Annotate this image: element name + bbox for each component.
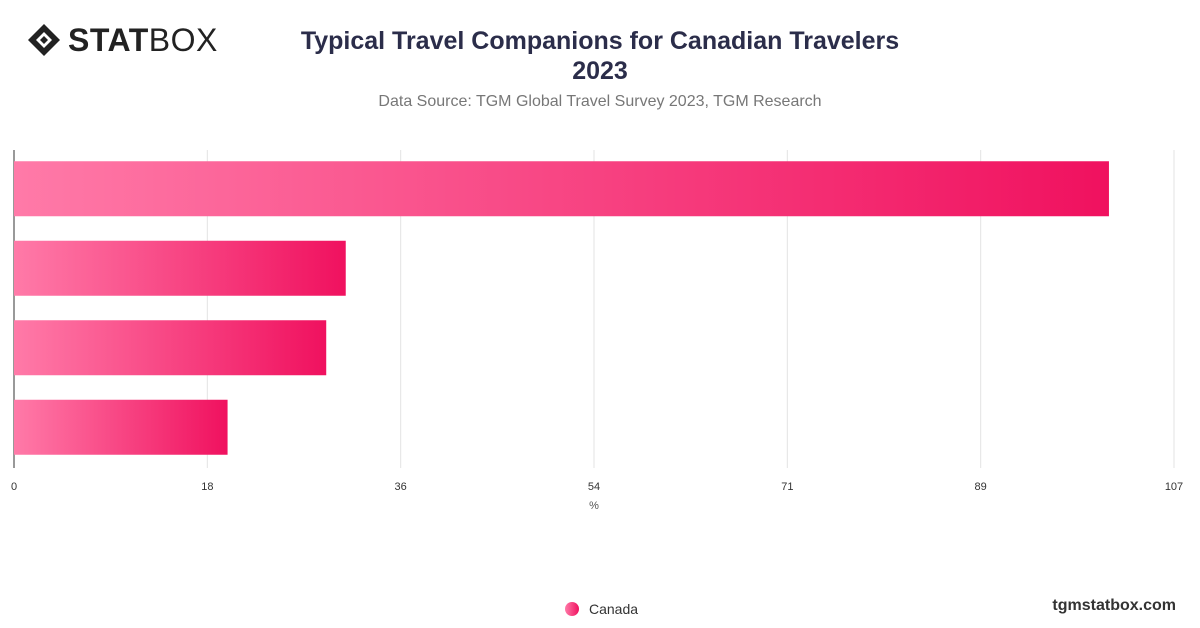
x-tick-label: 107 — [1165, 481, 1183, 493]
statbox-diamond-icon — [28, 24, 60, 56]
x-axis-label: % — [589, 500, 599, 512]
x-tick-label: 54 — [588, 481, 600, 493]
logo-text: STATBOX — [68, 22, 218, 58]
bar — [14, 320, 327, 376]
chart-title: Typical Travel Companions for Canadian T… — [290, 26, 910, 86]
x-tick-label: 89 — [975, 481, 987, 493]
x-tick-label: 71 — [781, 481, 793, 493]
bar — [14, 240, 346, 296]
legend-marker-icon — [565, 602, 579, 616]
legend-label: Canada — [589, 601, 639, 617]
chart-title-line2: 2023 — [572, 57, 628, 85]
logo-text-stat: STAT — [68, 22, 149, 58]
footer-source-link[interactable]: tgmstatbox.com — [1052, 597, 1176, 614]
statbox-logo: STATBOX — [26, 22, 218, 58]
bar — [14, 161, 1109, 217]
chart-title-line1: Typical Travel Companions for Canadian T… — [300, 27, 900, 55]
x-tick-label: 18 — [201, 481, 213, 493]
legend[interactable]: Canada — [565, 601, 638, 617]
bar — [14, 399, 228, 455]
x-tick-label: 36 — [395, 481, 407, 493]
chart-subtitle: Data Source: TGM Global Travel Survey 20… — [378, 93, 822, 110]
logo-text-box: BOX — [148, 22, 218, 58]
x-tick-label: 0 — [11, 481, 17, 493]
